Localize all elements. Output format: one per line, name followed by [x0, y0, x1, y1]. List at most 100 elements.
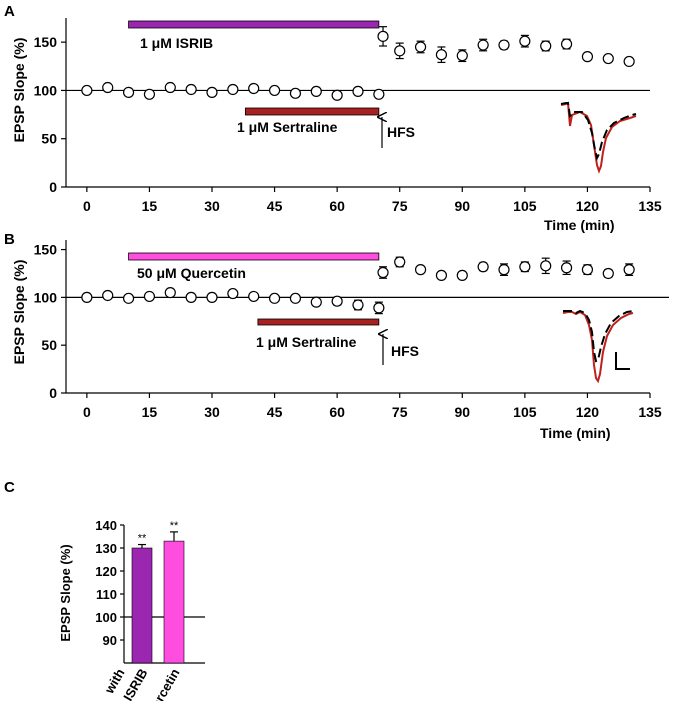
x-tick-label-a: 60: [329, 198, 345, 214]
data-points-a: [81, 26, 635, 101]
drug-bar-quercetin: [128, 252, 380, 261]
hfs-label-b: HFS: [391, 343, 419, 359]
data-point-a: [352, 85, 364, 97]
data-point-a: [498, 39, 510, 51]
panel-letter-c: C: [4, 479, 15, 496]
data-point-b: [227, 287, 239, 300]
y-tick-label-c: 110: [96, 587, 117, 602]
y-tick-label-c: 120: [95, 564, 117, 579]
data-point-b: [414, 264, 427, 276]
data-point-a: [560, 38, 573, 50]
data-point-a: [143, 88, 156, 100]
significance-marker: **: [138, 533, 147, 545]
data-point-a: [185, 83, 197, 96]
y-tick-label-b: 150: [34, 242, 58, 258]
y-axis-label-a: EPSP Slope (%): [11, 38, 27, 143]
y-tick-label-a: 150: [34, 34, 58, 50]
data-point-b: [377, 266, 389, 279]
y-tick-label-a: 0: [49, 179, 57, 195]
data-point-b: [519, 261, 531, 273]
y-tick-label-a: 50: [41, 131, 57, 147]
data-point-a: [581, 51, 594, 63]
data-point-a: [206, 86, 218, 98]
y-axis-label-c: EPSP Slope (%): [58, 544, 73, 641]
x-tick-label-b: 90: [454, 404, 470, 420]
data-point-b: [81, 291, 93, 303]
data-point-b: [477, 261, 489, 273]
bar-isrib: [131, 547, 153, 664]
data-point-a: [289, 87, 302, 99]
y-tick-label-c: 90: [103, 633, 117, 648]
data-point-a: [477, 39, 489, 51]
data-point-b: [560, 262, 573, 274]
data-point-b: [540, 260, 552, 272]
y-tick-label-c: 130: [95, 541, 117, 556]
x-axis-label-a: Time (min): [544, 217, 615, 233]
data-point-b: [206, 291, 218, 303]
data-point-a: [268, 84, 281, 97]
data-point-a: [227, 83, 239, 96]
drug-label-sertraline-b: 1 μM Sertraline: [256, 334, 357, 350]
data-point-b: [394, 256, 406, 268]
axes-a: 0 50 100 150 0 15 30 45 60 75 90 105 120 135: [34, 18, 662, 214]
x-tick-label-a: 75: [392, 198, 408, 214]
x-tick-label-b: 135: [638, 404, 662, 420]
drug-bar-isrib: [128, 20, 380, 29]
data-point-a: [331, 89, 343, 101]
x-tick-label-a: 120: [576, 198, 600, 214]
drug-bar-sertraline-b: [257, 318, 380, 326]
data-point-a: [394, 45, 406, 57]
data-point-a: [248, 82, 260, 95]
x-tick-label-a: 90: [454, 198, 470, 214]
y-tick-label-c: 100: [95, 610, 117, 625]
x-tick-label-a: 45: [267, 198, 283, 214]
data-point-b: [352, 299, 364, 311]
data-point-b: [122, 292, 135, 304]
data-point-b: [143, 290, 156, 303]
x-tick-label-b: 105: [513, 404, 537, 420]
data-point-a: [456, 50, 468, 62]
significance-marker: **: [170, 520, 179, 532]
category-label-isrib: ISRIB: [120, 666, 150, 701]
y-tick-label-b: 0: [49, 385, 57, 401]
x-tick-label-a: 135: [638, 198, 662, 214]
hfs-label-a: HFS: [387, 124, 415, 140]
data-point-b: [623, 264, 635, 276]
data-point-a: [164, 81, 176, 94]
data-point-b: [248, 290, 260, 303]
axes-c: 90 100 110 120 130 140: [95, 518, 205, 664]
y-tick-label-c: 140: [95, 518, 117, 533]
bars-c: **ISRIB**Quercetin: [120, 520, 185, 701]
x-axis-label-b: Time (min): [540, 425, 611, 441]
x-tick-label-b: 0: [83, 404, 91, 420]
y-tick-label-b: 50: [41, 337, 57, 353]
drug-bar-sertraline-a: [244, 107, 380, 116]
data-point-b: [498, 264, 510, 276]
drug-label-quercetin: 50 μM Quercetin: [137, 265, 246, 281]
data-point-b: [435, 269, 448, 281]
data-point-b: [602, 267, 614, 280]
epsp-trace-b: [562, 309, 634, 384]
data-point-b: [331, 295, 343, 307]
x-tick-label-b: 45: [267, 404, 283, 420]
x-tick-label-a: 0: [83, 198, 91, 214]
data-point-b: [581, 264, 594, 276]
data-point-b: [373, 302, 385, 314]
data-point-a: [602, 52, 614, 65]
data-point-b: [268, 292, 281, 304]
epsp-trace-a: [560, 101, 637, 174]
data-point-b: [185, 291, 197, 303]
data-point-a: [122, 86, 135, 98]
scale-bar: [615, 352, 630, 370]
drug-label-isrib: 1 μM ISRIB: [140, 35, 213, 51]
x-tick-label-b: 60: [329, 404, 345, 420]
data-point-b: [456, 269, 468, 281]
x-tick-label-b: 75: [392, 404, 408, 420]
panel-letter-b: B: [4, 231, 15, 248]
y-tick-label-a: 100: [34, 82, 58, 98]
data-point-a: [310, 85, 322, 97]
data-point-b: [102, 289, 114, 302]
panel-c: C EPSP Slope (%) 90 100 110 120 130 140 ** ISR…: [4, 479, 205, 701]
panel-b: B EPSP Slope (%) Time (min) 0 50 100 150 0 15…: [4, 231, 669, 441]
